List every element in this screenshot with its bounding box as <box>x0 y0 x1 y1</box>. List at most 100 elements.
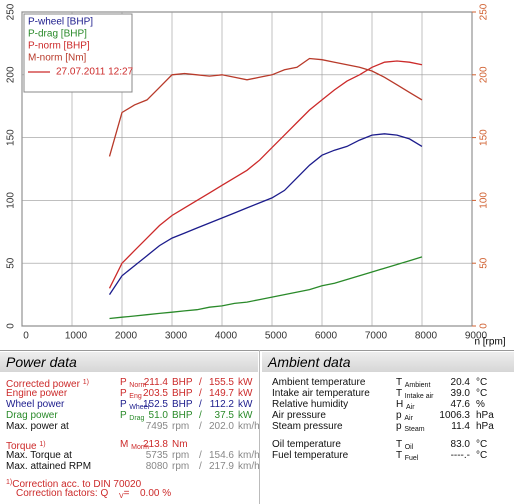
value: 11.4 <box>451 421 470 432</box>
x-tick-label: 0 <box>23 331 29 342</box>
row-symbol-part: p <box>396 421 402 432</box>
y-tick-label: 0 <box>6 323 17 329</box>
row-symbol-part: Drag <box>129 415 145 422</box>
unit: Nm <box>172 439 188 450</box>
row-label: Max. Torque at <box>6 450 72 461</box>
unit-part: BHP <box>172 399 193 410</box>
value: 203.5 <box>143 388 168 399</box>
value: 149.7 <box>209 388 234 399</box>
row-label-part: Max. Torque at <box>6 450 72 461</box>
x-axis-label: n [rpm] <box>474 337 505 348</box>
separator: / <box>199 388 202 399</box>
x-tick-label: 4000 <box>215 331 238 342</box>
y-tick-label: 50 <box>6 257 17 269</box>
row-label-part: Drag power <box>6 410 58 421</box>
value-part: 213.8 <box>142 439 168 450</box>
row-label: Steam pressure <box>272 421 343 432</box>
value-part: 39.0 <box>450 388 470 399</box>
unit: °C <box>476 377 487 388</box>
row-symbol-part: T <box>396 388 402 399</box>
value: 211.4 <box>144 377 168 388</box>
unit: rpm <box>172 461 189 472</box>
row-label-part: Max. attained RPM <box>6 461 92 472</box>
unit: kW <box>238 410 252 421</box>
value: ----.- <box>451 450 470 461</box>
correction-sub-part: = <box>123 488 130 499</box>
section-title: Power data <box>0 352 258 372</box>
row-symbol: P Norm <box>120 377 146 391</box>
row-symbol-part: Intake air <box>404 393 434 400</box>
row-symbol-part: Fuel <box>404 455 419 462</box>
value: 152.5 <box>143 399 168 410</box>
value: 213.8 <box>143 439 168 450</box>
row-symbol-part: p <box>396 410 402 421</box>
value: 217.9 <box>209 461 234 472</box>
unit-part: km/h <box>238 461 260 472</box>
y-tick-label: 200 <box>6 66 17 83</box>
unit-part: rpm <box>172 461 190 472</box>
row-symbol-part: T <box>396 377 402 388</box>
row-label-part: Relative humidity <box>272 399 349 410</box>
value-part: ----.- <box>450 450 470 461</box>
separator-part: / <box>199 450 202 461</box>
unit-part: kW <box>238 377 253 388</box>
y2-tick-label: 200 <box>479 66 490 83</box>
row-symbol-part: Oil <box>404 444 414 451</box>
unit: °C <box>476 388 487 399</box>
row-label-part: Corrected power <box>6 379 80 390</box>
row-label: Max. power at <box>6 421 69 432</box>
separator: / <box>199 461 202 472</box>
value: 8080 <box>146 461 168 472</box>
separator-part: / <box>199 388 202 399</box>
row-symbol: M Morm <box>120 439 149 453</box>
legend: P-wheel [BHP]P-drag [BHP]P-norm [BHP]M-n… <box>23 13 134 93</box>
x-tick-label: 9000 <box>465 331 488 342</box>
separator: / <box>199 399 202 410</box>
unit: % <box>476 399 485 410</box>
unit-part: °C <box>476 450 488 461</box>
correction-value-part: 0.00 <box>140 488 160 499</box>
value: 7495 <box>146 421 168 432</box>
value-part: 37.5 <box>214 410 234 421</box>
row-label-part: 1) <box>39 441 46 448</box>
value: 20.4 <box>451 377 470 388</box>
row-symbol-part: Air <box>404 415 413 422</box>
unit-part: Nm <box>172 439 188 450</box>
unit-part: km/h <box>238 450 260 461</box>
legend-entry: P-norm [BHP] <box>28 41 90 52</box>
legend-entry: P-drag [BHP] <box>28 29 87 40</box>
unit: km/h <box>238 461 260 472</box>
row-symbol-part: M <box>120 439 129 450</box>
row-label-part: Oil temperature <box>272 439 341 450</box>
value-part: 83.0 <box>450 439 470 450</box>
value-part: 5735 <box>145 450 168 461</box>
separator-part: / <box>199 399 202 410</box>
correction-part: Q <box>100 488 109 499</box>
series-line <box>108 60 423 289</box>
row-symbol: T Oil <box>396 439 413 453</box>
x-tick-label: 7000 <box>365 331 388 342</box>
y2-tick-label: 50 <box>479 257 490 269</box>
y2-tick-label: 150 <box>479 129 490 146</box>
series-line <box>108 57 423 157</box>
unit: kW <box>238 377 252 388</box>
x-tick-label: 2000 <box>115 331 138 342</box>
row-symbol-part: Eng <box>129 393 142 400</box>
value-part: 112.2 <box>209 399 234 410</box>
value-part: 149.7 <box>208 388 234 399</box>
row-symbol-part: Air <box>406 404 415 411</box>
unit-part: °C <box>476 377 488 388</box>
chart: n [rpm] 0 1000 2000 3000 4000 5000 6000 7000 800… <box>6 3 506 348</box>
row-symbol-part: P <box>120 377 127 388</box>
data-tables: Power data Ambient data Corrected power … <box>0 350 514 504</box>
x-tick-label: 5000 <box>265 331 288 342</box>
separator-part: / <box>199 377 202 388</box>
value-part: 1006.3 <box>439 410 470 421</box>
row-label-part: Engine power <box>6 388 68 399</box>
row-label: Ambient temperature <box>272 377 365 388</box>
row-label: Torque 1) <box>6 439 46 452</box>
row-label: Intake air temperature <box>272 388 370 399</box>
value: 112.2 <box>210 399 234 410</box>
unit: BHP <box>172 377 193 388</box>
